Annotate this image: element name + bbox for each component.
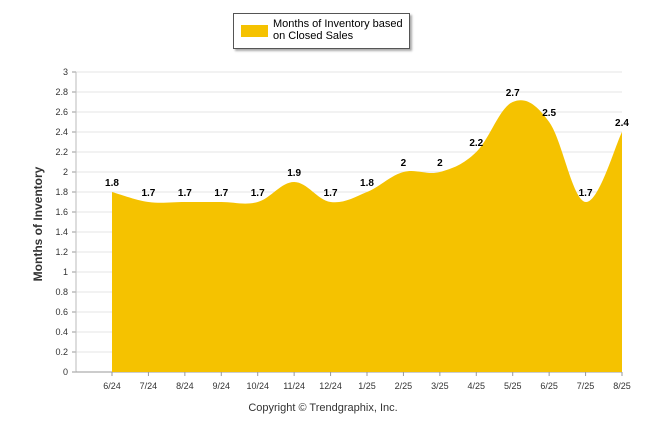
data-label: 1.7 [579, 188, 593, 199]
x-tick-label: 12/24 [319, 381, 342, 391]
y-axis-label: Months of Inventory [31, 166, 45, 281]
data-label: 1.7 [141, 188, 155, 199]
y-tick-label: 0 [63, 367, 68, 377]
y-tick-label: 1.2 [55, 247, 68, 257]
data-labels: 1.8 1.7 1.7 1.7 1.7 1.9 1.7 1.8 2 2 2.2 2.7 2.5 1.7 2.… [105, 88, 629, 203]
y-tick-label: 2.4 [55, 127, 68, 137]
area-layer [112, 100, 622, 372]
data-label: 2.4 [615, 118, 629, 129]
y-tick-label: 2.8 [55, 87, 68, 97]
data-label: 1.7 [324, 188, 338, 199]
x-tick-label: 6/24 [103, 381, 121, 391]
copyright-text: Copyright © Trendgraphix, Inc. [248, 402, 398, 414]
y-tick-label: 0.4 [55, 327, 68, 337]
x-tick-label: 2/25 [395, 381, 413, 391]
legend[interactable]: Months of Inventory based on Closed Sale… [233, 13, 410, 49]
x-tick-label: 6/25 [540, 381, 558, 391]
x-axis-ticks: 6/24 7/24 8/24 9/24 10/24 11/24 12/24 1/25 2/25 3… [103, 372, 631, 391]
data-label: 2 [401, 158, 407, 169]
data-label: 2.2 [469, 138, 483, 149]
y-tick-label: 3 [63, 67, 68, 77]
x-tick-label: 4/25 [468, 381, 486, 391]
legend-label: Months of Inventory based on Closed Sale… [273, 18, 403, 42]
x-tick-label: 7/25 [577, 381, 595, 391]
x-tick-label: 8/24 [176, 381, 194, 391]
y-tick-label: 1.4 [55, 227, 68, 237]
x-tick-label: 10/24 [246, 381, 269, 391]
data-label: 2.7 [506, 88, 520, 99]
y-tick-label: 1.6 [55, 207, 68, 217]
x-tick-label: 9/24 [213, 381, 231, 391]
data-label: 1.7 [178, 188, 192, 199]
x-tick-label: 7/24 [140, 381, 158, 391]
y-tick-label: 0.2 [55, 347, 68, 357]
x-tick-label: 1/25 [358, 381, 376, 391]
data-label: 1.9 [287, 168, 301, 179]
y-tick-label: 2 [63, 167, 68, 177]
y-axis-ticks: 0 0.2 0.4 0.6 0.8 1 1.2 1.4 1.6 1.8 2 2.2 2.4 2.6 2.8 3 [55, 67, 68, 377]
data-label: 1.8 [360, 178, 374, 189]
data-label: 1.8 [105, 178, 119, 189]
area-series-months-of-inventory [112, 100, 622, 372]
y-tick-label: 0.8 [55, 287, 68, 297]
y-tick-label: 0.6 [55, 307, 68, 317]
x-tick-label: 11/24 [283, 381, 305, 391]
y-tick-label: 1.8 [55, 187, 68, 197]
data-label: 2.5 [542, 108, 556, 119]
x-tick-label: 3/25 [431, 381, 449, 391]
x-tick-label: 8/25 [613, 381, 631, 391]
x-tick-label: 5/25 [504, 381, 522, 391]
data-label: 1.7 [251, 188, 265, 199]
data-label: 2 [437, 158, 443, 169]
y-tick-label: 2.6 [55, 107, 68, 117]
y-tick-label: 1 [63, 267, 68, 277]
legend-swatch [241, 25, 268, 37]
y-tick-label: 2.2 [55, 147, 68, 157]
data-label: 1.7 [214, 188, 228, 199]
